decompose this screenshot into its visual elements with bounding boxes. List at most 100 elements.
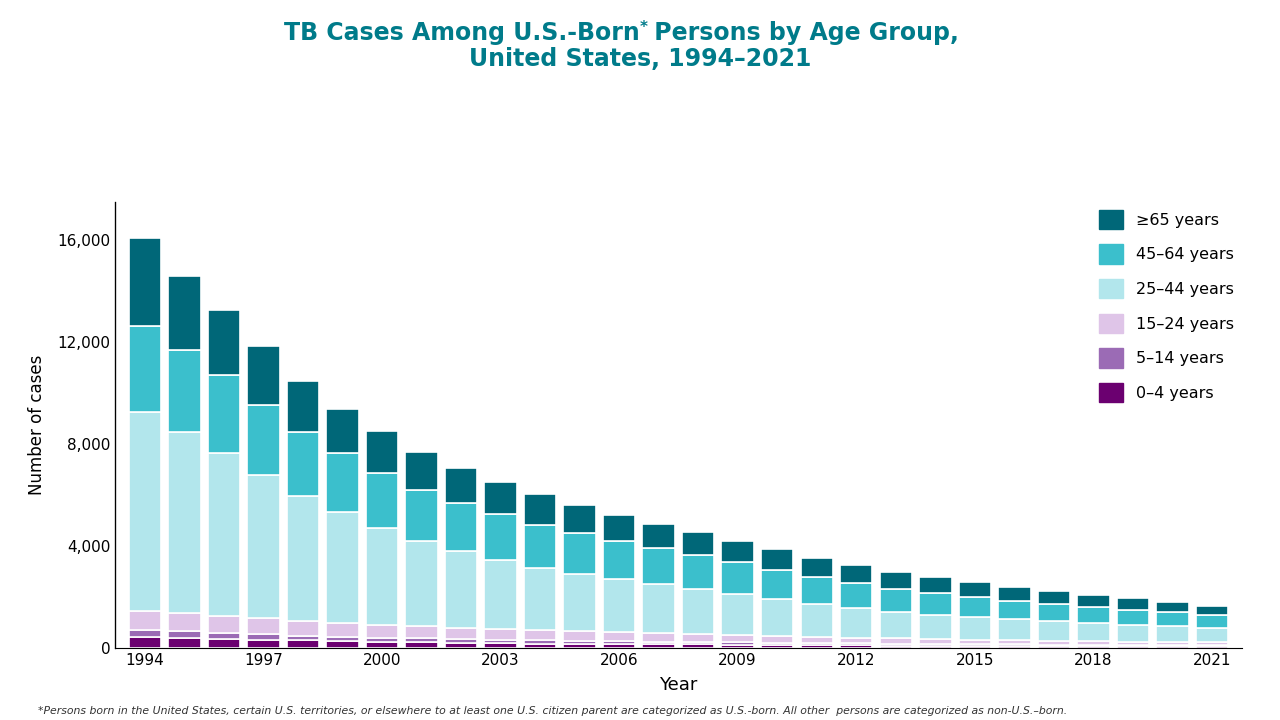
- Bar: [800, 558, 833, 577]
- Bar: [959, 597, 991, 617]
- Bar: [207, 375, 241, 453]
- Bar: [563, 534, 595, 574]
- Bar: [762, 645, 794, 648]
- Bar: [563, 574, 595, 631]
- Bar: [366, 638, 398, 642]
- Bar: [643, 634, 675, 642]
- X-axis label: Year: Year: [659, 676, 698, 694]
- Bar: [484, 643, 517, 648]
- Bar: [563, 505, 595, 534]
- Text: TB Cases Among U.S.-Born: TB Cases Among U.S.-Born: [284, 21, 640, 45]
- Bar: [524, 631, 557, 640]
- Bar: [840, 608, 873, 638]
- Bar: [168, 638, 201, 648]
- Bar: [998, 587, 1030, 600]
- Bar: [484, 640, 517, 643]
- Bar: [840, 583, 873, 608]
- Bar: [406, 626, 438, 639]
- Bar: [603, 541, 635, 580]
- Bar: [1038, 603, 1070, 621]
- Bar: [800, 577, 833, 604]
- Bar: [919, 593, 951, 615]
- Bar: [445, 639, 477, 643]
- Bar: [168, 432, 201, 613]
- Bar: [287, 382, 319, 432]
- Bar: [128, 611, 161, 630]
- Bar: [919, 644, 951, 646]
- Bar: [682, 590, 714, 634]
- Bar: [484, 560, 517, 629]
- Bar: [762, 570, 794, 599]
- Bar: [682, 644, 714, 648]
- Bar: [800, 645, 833, 648]
- Bar: [1196, 615, 1229, 628]
- Bar: [1116, 642, 1149, 645]
- Bar: [722, 541, 754, 562]
- Bar: [128, 637, 161, 648]
- Bar: [722, 642, 754, 644]
- Bar: [366, 642, 398, 648]
- Bar: [998, 644, 1030, 646]
- Bar: [326, 454, 358, 512]
- Bar: [366, 473, 398, 528]
- Bar: [1196, 642, 1229, 645]
- Bar: [247, 634, 279, 639]
- Bar: [1196, 606, 1229, 615]
- Bar: [1038, 621, 1070, 641]
- Bar: [919, 639, 951, 644]
- Bar: [959, 639, 991, 644]
- Bar: [959, 646, 991, 648]
- Bar: [445, 503, 477, 552]
- Bar: [1078, 646, 1110, 648]
- Bar: [840, 565, 873, 583]
- Bar: [603, 642, 635, 644]
- Bar: [168, 613, 201, 631]
- Bar: [800, 604, 833, 636]
- Text: *Persons born in the United States, certain U.S. territories, or elsewhere to at: *Persons born in the United States, cert…: [38, 706, 1068, 716]
- Bar: [366, 431, 398, 473]
- Bar: [1116, 610, 1149, 625]
- Bar: [1196, 628, 1229, 642]
- Bar: [959, 644, 991, 646]
- Bar: [879, 612, 911, 639]
- Bar: [998, 619, 1030, 640]
- Bar: [840, 638, 873, 644]
- Bar: [1116, 647, 1149, 648]
- Bar: [959, 582, 991, 597]
- Bar: [1038, 644, 1070, 646]
- Bar: [326, 512, 358, 623]
- Bar: [247, 346, 279, 405]
- Bar: [879, 644, 911, 646]
- Bar: [128, 238, 161, 325]
- Bar: [762, 599, 794, 636]
- Bar: [1078, 641, 1110, 645]
- Bar: [643, 642, 675, 644]
- Text: United States, 1994–2021: United States, 1994–2021: [468, 48, 812, 71]
- Bar: [128, 325, 161, 413]
- Bar: [484, 629, 517, 640]
- Bar: [1156, 626, 1189, 642]
- Bar: [326, 642, 358, 648]
- Bar: [879, 572, 911, 589]
- Bar: [722, 562, 754, 594]
- Bar: [800, 643, 833, 645]
- Bar: [1156, 645, 1189, 647]
- Bar: [406, 642, 438, 648]
- Bar: [1038, 641, 1070, 644]
- Bar: [128, 630, 161, 637]
- Bar: [445, 467, 477, 503]
- Bar: [643, 585, 675, 634]
- Bar: [919, 646, 951, 648]
- Bar: [524, 495, 557, 525]
- Bar: [366, 625, 398, 638]
- Bar: [840, 644, 873, 645]
- Bar: [998, 600, 1030, 619]
- Bar: [603, 515, 635, 541]
- Bar: [762, 643, 794, 645]
- Bar: [762, 549, 794, 570]
- Bar: [168, 276, 201, 351]
- Bar: [524, 568, 557, 631]
- Bar: [326, 636, 358, 642]
- Bar: [1038, 646, 1070, 648]
- Bar: [643, 548, 675, 585]
